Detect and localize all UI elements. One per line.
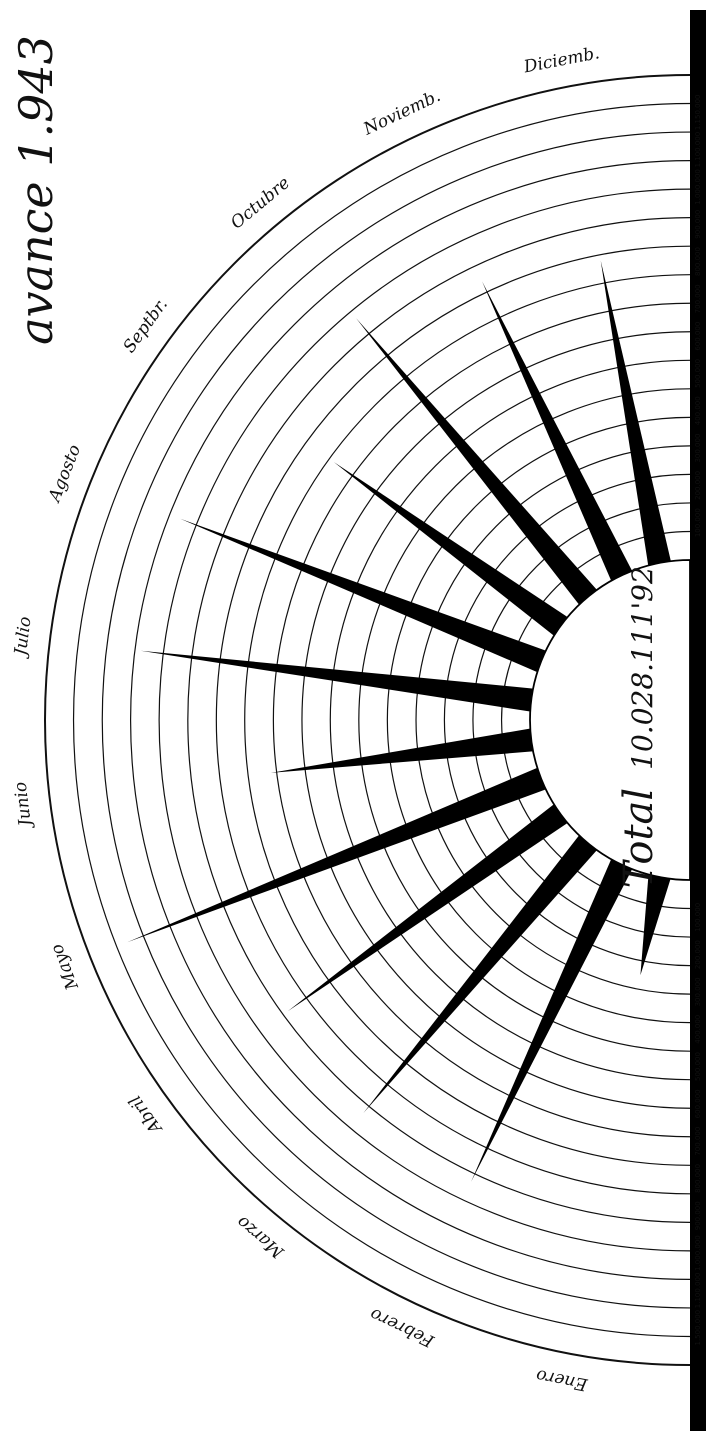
scale-tick-label: 1.150.000: [694, 94, 702, 130]
grid-arcs: [44, 74, 691, 1366]
scale-tick-label: 1.100.000: [694, 1273, 702, 1309]
scale-tick-label: 100.000: [694, 903, 702, 932]
month-spike: [140, 650, 538, 713]
scale-tick-label: 400.000: [694, 396, 702, 425]
month-labels: EneroFebreroMarzoAbrilMayoJunioJulioAgos…: [11, 43, 602, 1394]
month-spike: [600, 260, 672, 570]
grid-ring: [329, 359, 691, 1081]
month-spike: [482, 281, 634, 585]
scale-tick-label: 900.000: [694, 1201, 702, 1230]
scale-tick-label: 300.000: [694, 977, 702, 1006]
scale-tick-label: 1.500.000: [694, 1310, 702, 1346]
month-spike: [640, 870, 672, 976]
center-total-disc: [529, 559, 691, 881]
month-label: Diciemb.: [521, 43, 601, 77]
month-label: Enero: [534, 1365, 590, 1395]
month-spikes: [127, 260, 672, 1182]
scale-tick-label: 1.000.000: [694, 1235, 702, 1271]
scale-tick-label: 1.000.000: [694, 169, 702, 205]
month-spike: [471, 855, 634, 1182]
month-spike: [127, 766, 550, 943]
month-spike: [333, 462, 571, 639]
scale-tick-label: 500.000: [694, 359, 702, 388]
month-spike: [356, 318, 600, 608]
chart-title: avance 1.943: [9, 35, 63, 345]
grid-ring: [358, 388, 691, 1052]
scale-tick-label: 1.100.000: [694, 132, 702, 168]
total-value: 10.028.111'92: [626, 566, 659, 770]
scale-tick-label: 600.000: [694, 1089, 702, 1118]
month-label: Mayo: [47, 941, 83, 993]
month-label: Agosto: [44, 442, 85, 506]
scale-tick-label: 800.000: [694, 1164, 702, 1193]
scale-tick-label: 900.000: [694, 210, 702, 239]
month-spike: [180, 518, 550, 674]
month-label: Junio: [11, 781, 37, 831]
scale-tick-label: 300.000: [694, 434, 702, 463]
month-label: Febrero: [367, 1304, 438, 1352]
scale-tick-label: 200.000: [694, 471, 702, 500]
month-label: Julio: [11, 615, 36, 659]
center-total-text: Total 10.028.111'92: [616, 566, 662, 888]
grid-ring: [386, 416, 691, 1024]
grid-ring: [443, 473, 691, 967]
month-spike: [287, 801, 571, 1012]
month-label: Octubre: [227, 173, 294, 233]
grid-ring: [415, 445, 691, 995]
scale-tick-label: 100.000: [694, 508, 702, 537]
grid-ring: [301, 331, 691, 1109]
grid-ring: [44, 74, 691, 1366]
scale-tick-label: 400.000: [694, 1015, 702, 1044]
month-spike: [363, 832, 600, 1113]
scale-tick-label: 800.000: [694, 247, 702, 276]
scale-tick-label: 600.000: [694, 322, 702, 351]
grid-ring: [102, 131, 691, 1309]
scale-tick-label: 500.000: [694, 1052, 702, 1081]
scale-tick-labels: 100.000 200.000 300.000 400.000 500.000 600.0…: [694, 94, 702, 1345]
scale-tick-label: 700.000: [694, 284, 702, 313]
month-spike: [270, 727, 538, 773]
month-label: Noviemb.: [360, 86, 444, 140]
month-label: Abril: [125, 1091, 167, 1139]
total-label: Total: [616, 788, 662, 888]
scale-tick-label: 200.000: [694, 940, 702, 969]
baseline-scale-bar: [690, 10, 706, 1431]
scale-tick-label: 700.000: [694, 1127, 702, 1156]
